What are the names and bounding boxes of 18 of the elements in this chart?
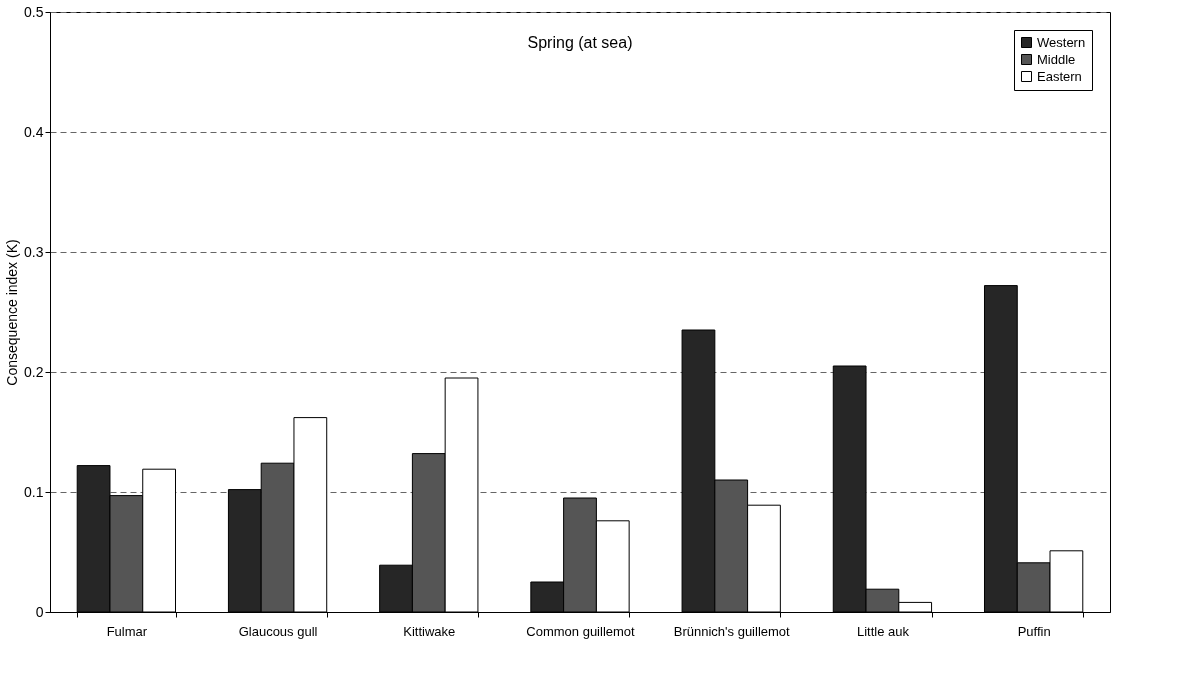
y-tick-label: 0.5 (24, 3, 44, 20)
y-axis-title: Consequence index (K) (4, 239, 21, 386)
x-tick-label: Fulmar (106, 623, 148, 639)
x-tick-label: Kittiwake (403, 623, 456, 639)
y-tick-label: 0 (35, 603, 44, 620)
x-tick-label: Puffin (1017, 623, 1051, 639)
x-tick-label: Glaucous gull (238, 623, 318, 639)
x-tick-label: Brünnich's guillemot (673, 623, 791, 639)
y-tick-label: 0.2 (24, 363, 44, 380)
legend-label: Middle (1037, 51, 1076, 67)
x-tick-label: Common guillemot (526, 623, 636, 639)
y-tick-label: 0.1 (24, 483, 44, 500)
y-tick-label: 0.4 (24, 123, 44, 140)
text: Spring (at sea) (527, 34, 633, 51)
legend-label: Western (1037, 34, 1086, 50)
x-tick-label: Little auk (856, 623, 910, 639)
legend-label: Eastern (1037, 68, 1082, 84)
y-tick-label: 0.3 (24, 243, 44, 260)
